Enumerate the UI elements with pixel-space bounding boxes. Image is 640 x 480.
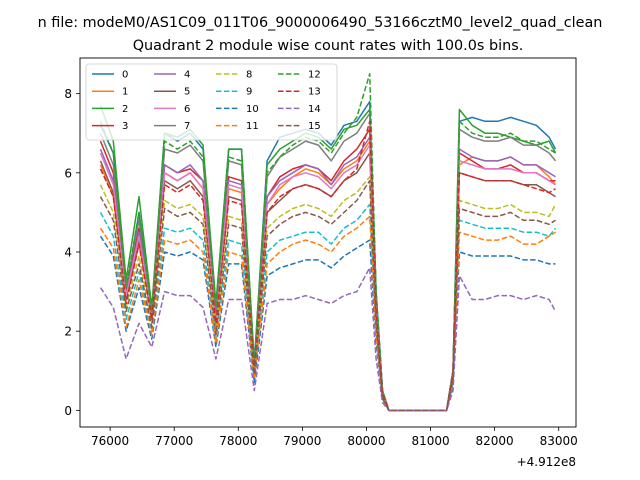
x-tick-label: 79000 bbox=[283, 434, 321, 448]
figure-suptitle: n file: modeM0/AS1C09_011T06_9000006490_… bbox=[38, 15, 603, 31]
series-line-0 bbox=[99, 100, 557, 412]
legend-label-8: 8 bbox=[246, 70, 252, 81]
series-line-13 bbox=[99, 120, 556, 412]
x-offset-label: +4.912e8 bbox=[517, 455, 576, 469]
x-axis: 76000 77000 78000 79000 80000 81000 82000 83000 bbox=[91, 427, 578, 448]
series-line-15 bbox=[99, 179, 556, 412]
series-line-10 bbox=[99, 235, 556, 412]
x-tick-label: 81000 bbox=[411, 434, 449, 448]
legend-label-9: 9 bbox=[246, 87, 252, 98]
x-tick-label: 83000 bbox=[540, 434, 578, 448]
legend-label-6: 6 bbox=[184, 104, 190, 115]
legend-label-5: 5 bbox=[184, 87, 190, 98]
y-tick-label: 2 bbox=[64, 325, 72, 339]
y-tick-label: 6 bbox=[64, 166, 72, 180]
y-tick-label: 8 bbox=[64, 87, 72, 101]
y-tick-label: 4 bbox=[64, 246, 72, 260]
legend-label-15: 15 bbox=[308, 121, 321, 132]
series-line-12 bbox=[99, 73, 556, 412]
legend-label-11: 11 bbox=[246, 121, 259, 132]
y-axis: 0 2 4 6 8 bbox=[64, 87, 80, 418]
legend-label-12: 12 bbox=[308, 70, 321, 81]
legend-label-10: 10 bbox=[246, 104, 259, 115]
plot-frame bbox=[79, 57, 577, 428]
x-tick-label: 76000 bbox=[91, 434, 129, 448]
legend-label-3: 3 bbox=[122, 121, 128, 132]
series-line-7 bbox=[99, 112, 557, 412]
x-tick-label: 78000 bbox=[219, 434, 257, 448]
series-line-9 bbox=[99, 203, 557, 412]
series-line-11 bbox=[99, 215, 556, 412]
x-tick-label: 80000 bbox=[347, 434, 385, 448]
legend-label-0: 0 bbox=[122, 70, 128, 81]
y-tick-label: 0 bbox=[64, 404, 72, 418]
legend-label-7: 7 bbox=[184, 121, 190, 132]
x-tick-label: 82000 bbox=[476, 434, 514, 448]
legend-label-1: 1 bbox=[122, 87, 128, 98]
x-tick-label: 77000 bbox=[155, 434, 193, 448]
legend-label-2: 2 bbox=[122, 104, 128, 115]
series-line-4 bbox=[99, 136, 556, 412]
legend-box bbox=[85, 63, 338, 141]
chart-title: Quadrant 2 module wise count rates with … bbox=[133, 38, 524, 54]
legend-label-14: 14 bbox=[308, 104, 321, 115]
series-line-8 bbox=[99, 176, 557, 412]
legend-label-13: 13 bbox=[308, 87, 321, 98]
legend-label-4: 4 bbox=[184, 70, 190, 81]
series-line-6 bbox=[99, 144, 556, 412]
